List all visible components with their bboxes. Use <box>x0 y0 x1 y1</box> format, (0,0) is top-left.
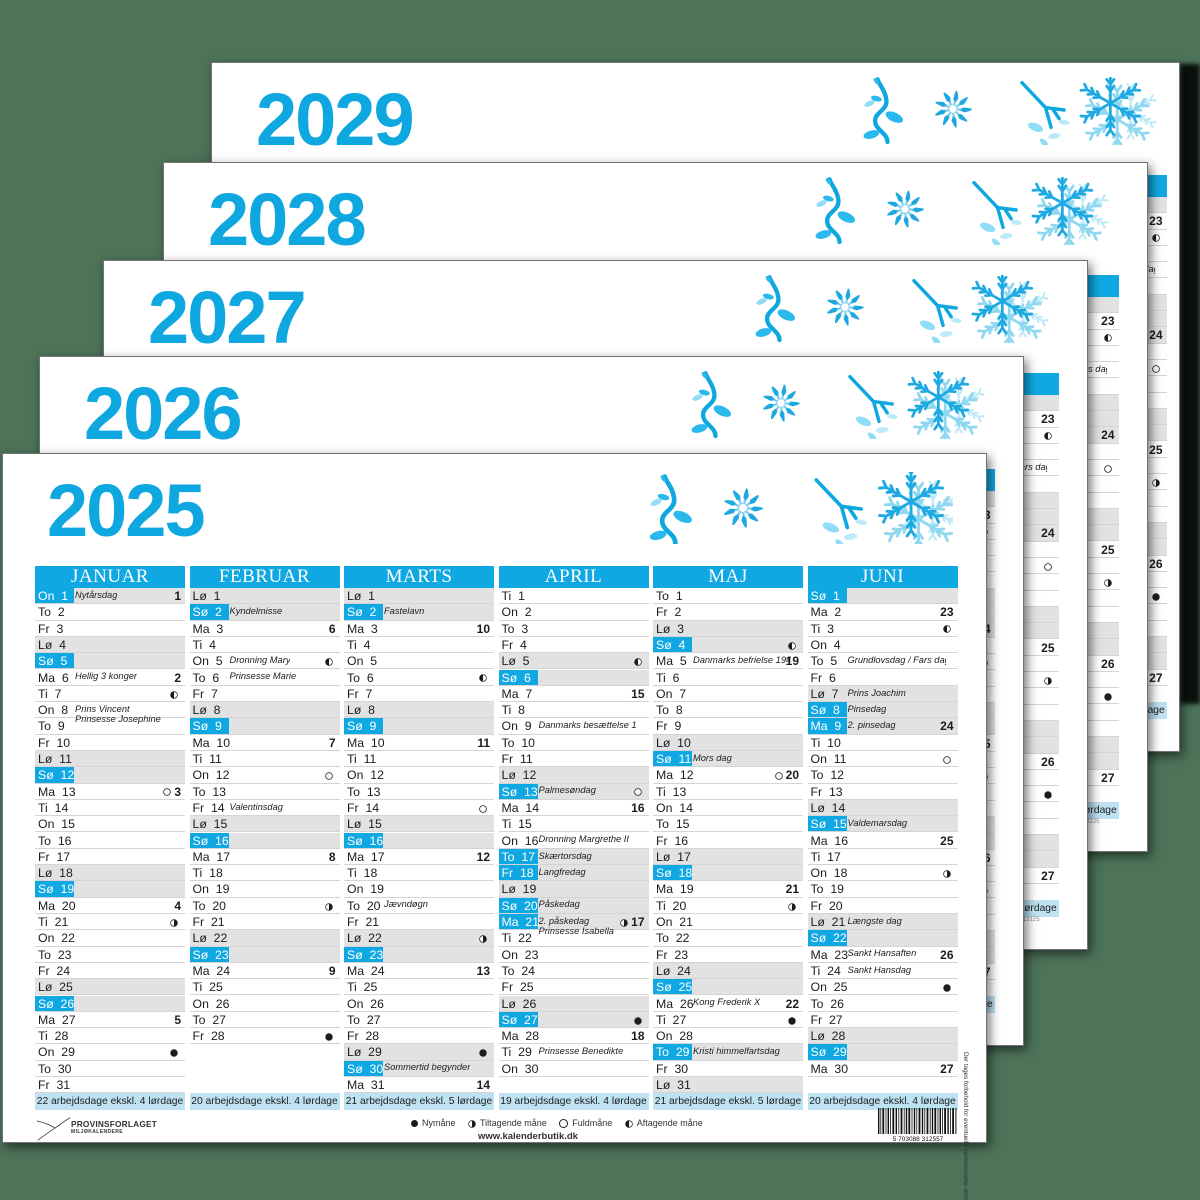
svg-text:5 703088 312557: 5 703088 312557 <box>893 1136 944 1142</box>
